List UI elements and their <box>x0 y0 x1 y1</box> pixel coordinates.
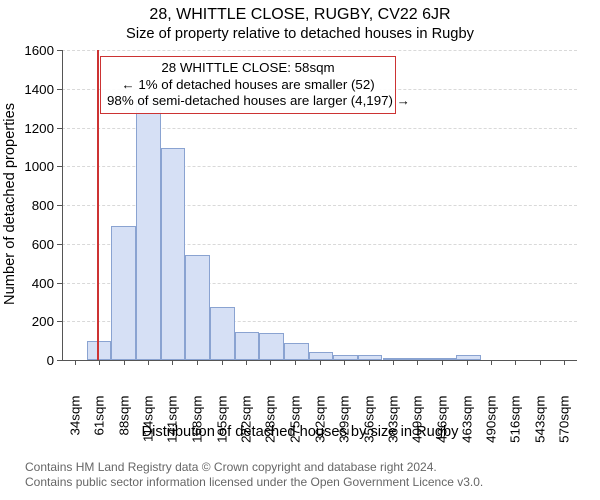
xtick-mark <box>442 360 443 365</box>
ytick-label: 200 <box>20 314 54 329</box>
ytick-label: 400 <box>20 276 54 291</box>
xtick-label: 195sqm <box>214 396 229 448</box>
xtick-mark <box>246 360 247 365</box>
xtick-mark <box>99 360 100 365</box>
xtick-label: 383sqm <box>386 396 401 448</box>
xtick-label: 490sqm <box>484 396 499 448</box>
xtick-mark <box>172 360 173 365</box>
histogram-bar <box>161 148 186 360</box>
xtick-mark <box>369 360 370 365</box>
annotation-box: 28 WHITTLE CLOSE: 58sqm← 1% of detached … <box>100 56 396 114</box>
y-axis-label: Number of detached properties <box>2 105 18 305</box>
histogram-bar <box>87 341 112 360</box>
histogram-bar <box>210 307 235 360</box>
histogram-bar <box>185 255 210 360</box>
footer-line2: Contains public sector information licen… <box>25 475 483 489</box>
xtick-mark <box>515 360 516 365</box>
xtick-label: 34sqm <box>67 396 82 448</box>
xtick-label: 516sqm <box>507 396 522 448</box>
xtick-mark <box>564 360 565 365</box>
xtick-label: 436sqm <box>434 396 449 448</box>
footer-line1: Contains HM Land Registry data © Crown c… <box>25 460 437 474</box>
xtick-label: 88sqm <box>117 396 132 448</box>
ytick-label: 0 <box>20 353 54 368</box>
xtick-mark <box>491 360 492 365</box>
xtick-label: 463sqm <box>459 396 474 448</box>
xtick-mark <box>393 360 394 365</box>
xtick-label: 275sqm <box>287 396 302 448</box>
xtick-mark <box>320 360 321 365</box>
xtick-label: 248sqm <box>263 396 278 448</box>
xtick-mark <box>467 360 468 365</box>
xtick-label: 329sqm <box>337 396 352 448</box>
xtick-label: 222sqm <box>239 396 254 448</box>
xtick-label: 409sqm <box>410 396 425 448</box>
histogram-bar <box>235 332 260 360</box>
ytick-label: 1600 <box>20 43 54 58</box>
histogram-bar <box>309 352 334 360</box>
gridline <box>62 50 577 51</box>
xtick-mark <box>295 360 296 365</box>
xtick-label: 141sqm <box>165 396 180 448</box>
xtick-mark <box>75 360 76 365</box>
chart-title-line2: Size of property relative to detached ho… <box>0 26 600 42</box>
chart-container: 28, WHITTLE CLOSE, RUGBY, CV22 6JR Size … <box>0 0 600 500</box>
histogram-bar <box>284 343 309 360</box>
property-marker-line <box>97 50 99 360</box>
ytick-label: 1400 <box>20 82 54 97</box>
xtick-mark <box>124 360 125 365</box>
xtick-mark <box>417 360 418 365</box>
footer-attribution: Contains HM Land Registry data © Crown c… <box>25 460 585 490</box>
ytick-label: 1200 <box>20 121 54 136</box>
annotation-line: 98% of semi-detached houses are larger (… <box>107 93 389 110</box>
ytick-label: 1000 <box>20 159 54 174</box>
xtick-mark <box>148 360 149 365</box>
histogram-bar <box>136 100 161 360</box>
annotation-line: ← 1% of detached houses are smaller (52) <box>107 77 389 94</box>
histogram-bar <box>111 226 136 360</box>
ytick-label: 800 <box>20 198 54 213</box>
histogram-bar <box>259 333 284 360</box>
xtick-mark <box>270 360 271 365</box>
xtick-mark <box>222 360 223 365</box>
chart-title-line1: 28, WHITTLE CLOSE, RUGBY, CV22 6JR <box>0 6 600 24</box>
xtick-label: 168sqm <box>190 396 205 448</box>
xtick-mark <box>197 360 198 365</box>
xtick-label: 543sqm <box>532 396 547 448</box>
y-axis-line <box>62 50 63 360</box>
xtick-mark <box>344 360 345 365</box>
xtick-label: 302sqm <box>312 396 327 448</box>
xtick-label: 114sqm <box>140 396 155 448</box>
xtick-label: 61sqm <box>92 396 107 448</box>
xtick-label: 570sqm <box>557 396 572 448</box>
ytick-label: 600 <box>20 237 54 252</box>
xtick-label: 356sqm <box>361 396 376 448</box>
annotation-line: 28 WHITTLE CLOSE: 58sqm <box>107 60 389 77</box>
xtick-mark <box>540 360 541 365</box>
